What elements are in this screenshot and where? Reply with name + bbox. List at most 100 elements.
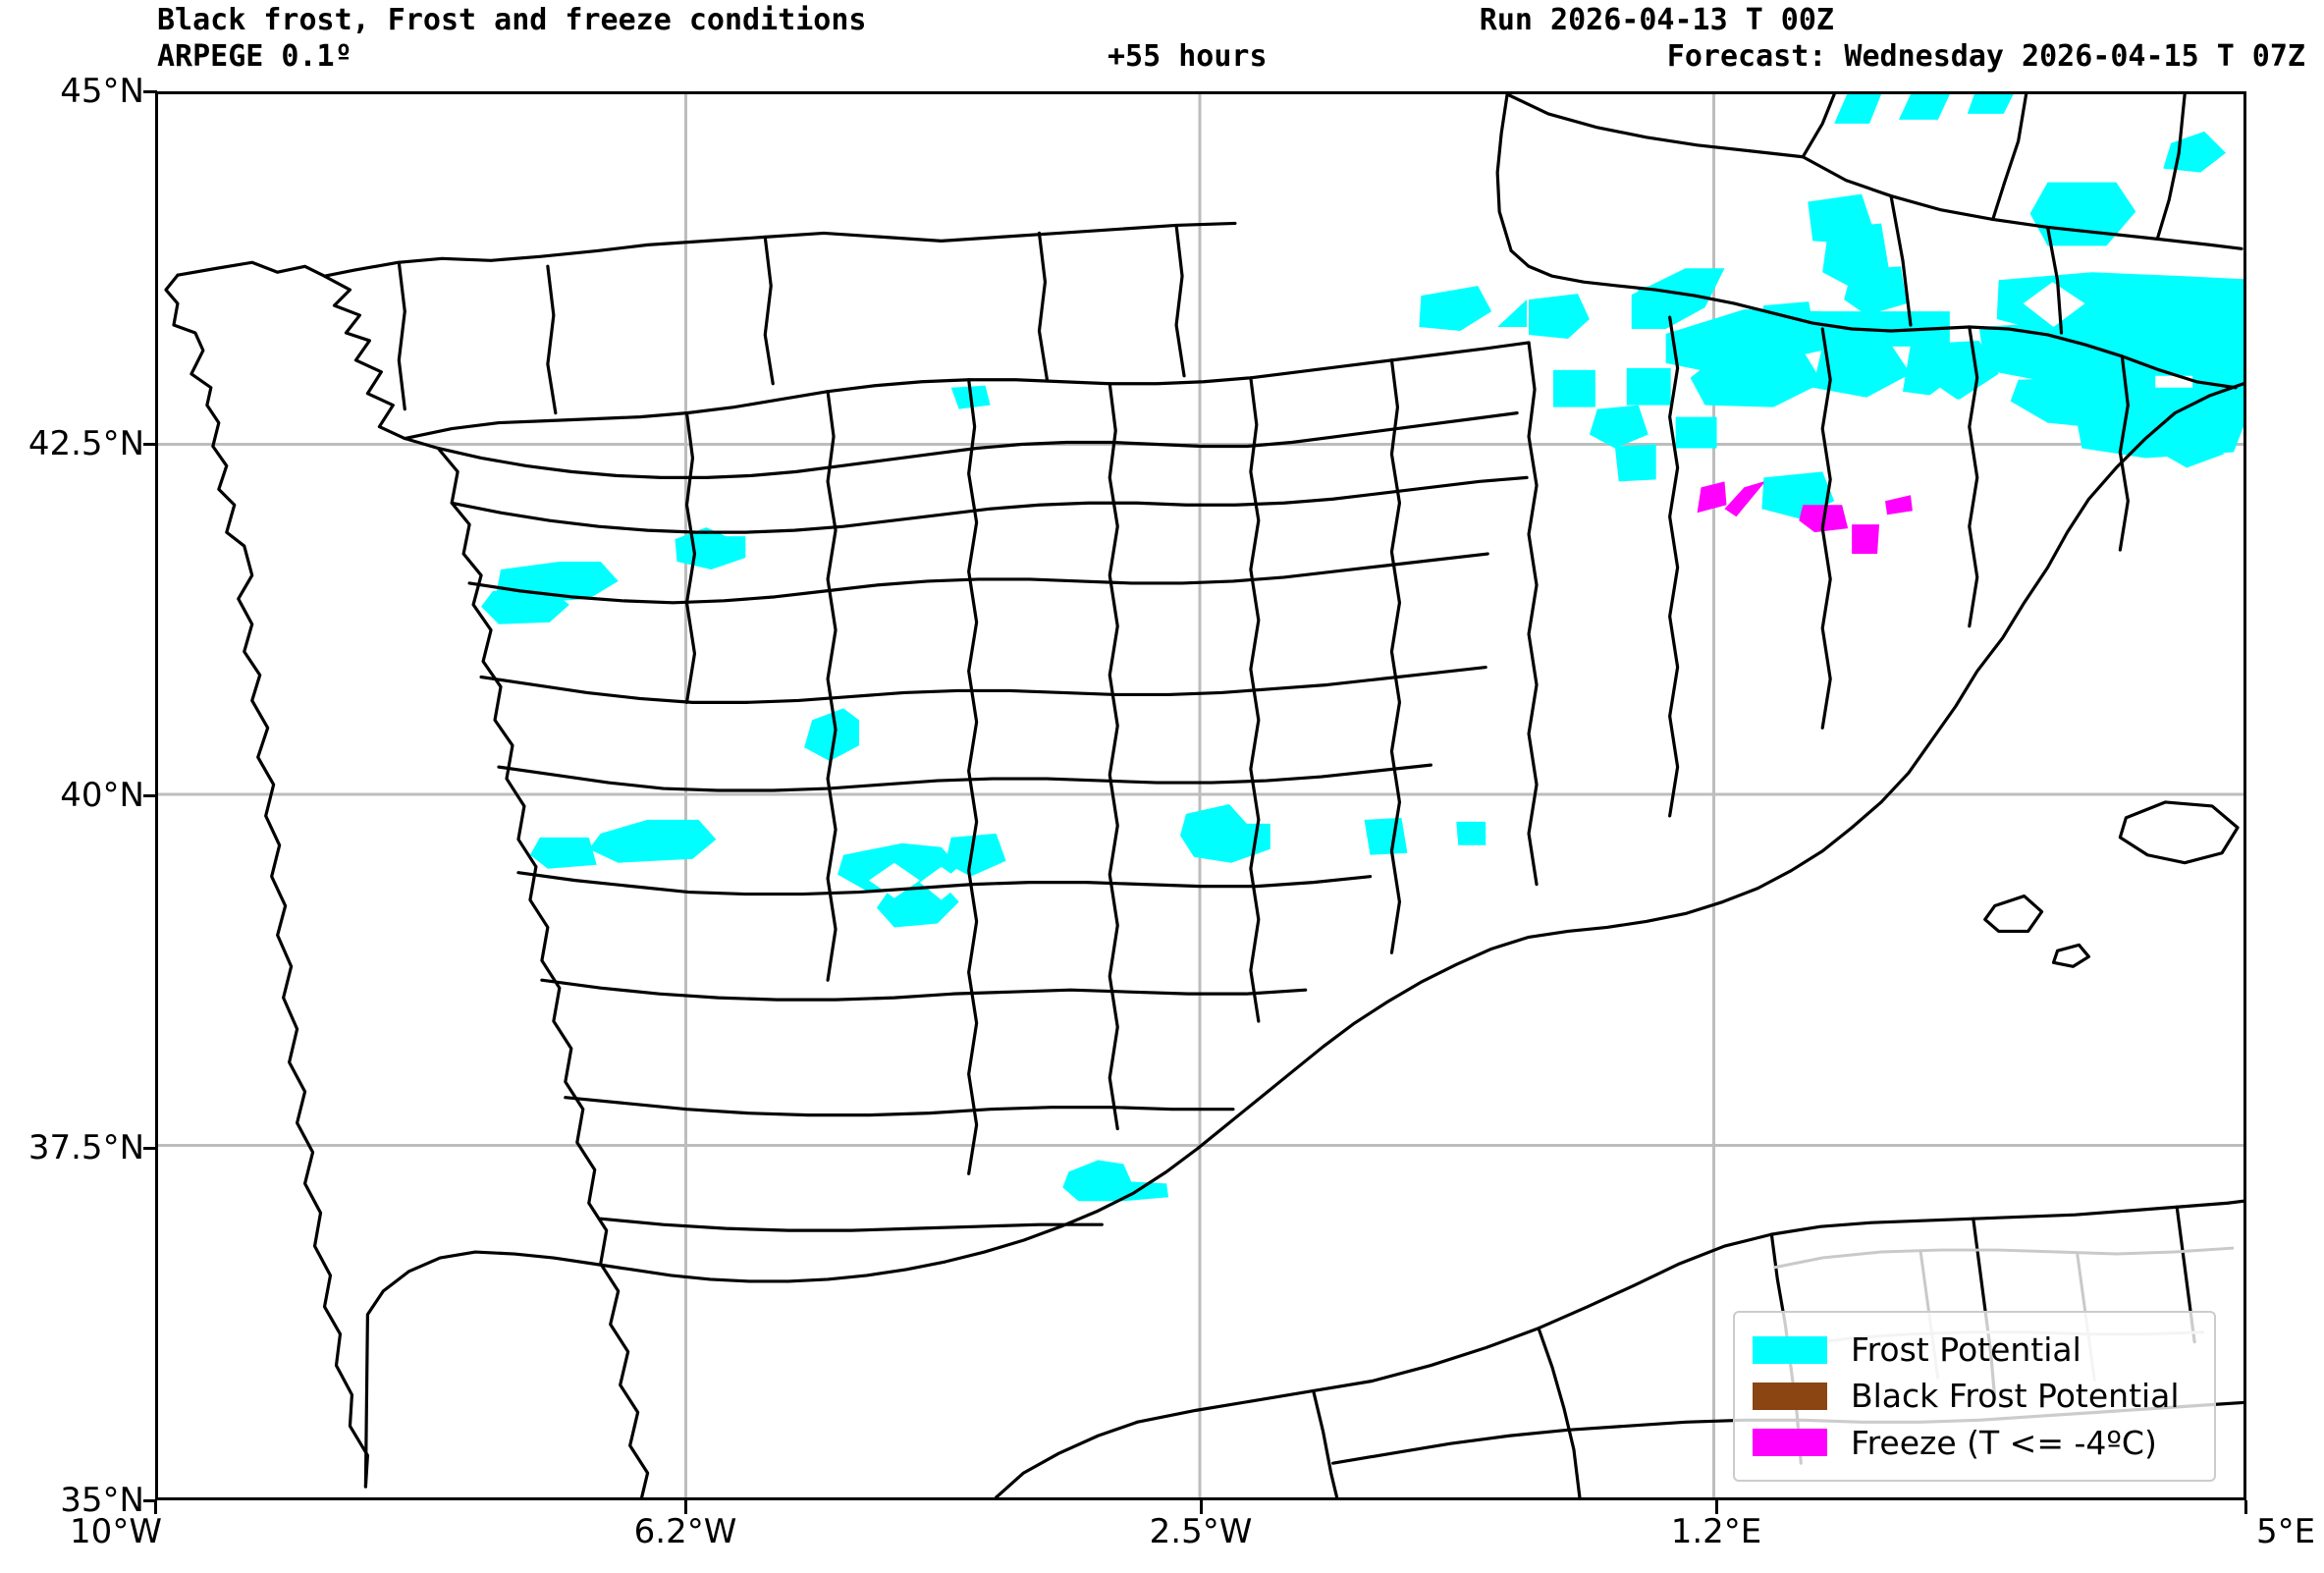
legend-label-frost-potential: Frost Potential	[1851, 1330, 2081, 1370]
border-france-admin-4	[1991, 94, 2028, 222]
frost-patch	[1675, 416, 1717, 449]
border-admin-e	[497, 763, 1432, 792]
border-admin-v15	[1037, 231, 1050, 382]
border-france-admin-5	[2155, 94, 2187, 241]
coast-north-africa	[1135, 1199, 2243, 1424]
x-axis-tick-label-2p5w: 2.5°W	[1149, 1512, 1253, 1551]
coast-portugal-atlantic	[164, 273, 369, 1489]
border-admin-f	[516, 871, 1373, 896]
border-admin-v2	[826, 390, 838, 982]
page-title: Black frost, Frost and freeze conditions	[157, 3, 867, 37]
legend-swatch-frost-potential	[1753, 1335, 1827, 1364]
frost-potential-overlay	[481, 94, 2243, 1202]
border-admin-v13	[397, 260, 406, 411]
border-admin-v9	[1820, 327, 1832, 730]
frost-patch	[1834, 94, 1882, 124]
island-ibiza	[1983, 894, 2044, 934]
island-mallorca	[2118, 800, 2240, 865]
y-tick-40n	[143, 794, 157, 797]
coast-galicia-rias	[322, 274, 406, 441]
y-tick-35n	[143, 1499, 157, 1502]
frost-patch	[1552, 369, 1595, 407]
lead-time-label: +55 hours	[1108, 39, 1268, 74]
border-admin-c	[467, 552, 1489, 605]
frost-patch	[1589, 405, 1648, 449]
legend-item-frost-potential[interactable]: Frost Potential	[1753, 1330, 2196, 1369]
y-axis-tick-label-35n: 35°N	[60, 1481, 144, 1520]
border-france-admin-3	[1801, 155, 2243, 250]
frost-patch	[945, 833, 1006, 877]
border-admin-v8	[1668, 315, 1680, 818]
y-tick-37p5n	[143, 1147, 157, 1150]
border-admin-v7	[1527, 341, 1539, 887]
y-tick-42p5n	[143, 443, 157, 446]
border-admin-b	[450, 475, 1529, 534]
frost-patch	[1529, 294, 1590, 339]
border-france-admin-6	[1889, 193, 1913, 327]
frost-patch	[529, 837, 597, 869]
border-france-admin-1	[1505, 94, 1805, 159]
frost-patch	[1419, 286, 1492, 331]
x-tick-5e	[2244, 1500, 2247, 1514]
border-admin-g	[540, 978, 1308, 1002]
legend-item-black-frost-potential[interactable]: Black Frost Potential	[1753, 1377, 2196, 1415]
frost-patch	[588, 819, 717, 863]
y-axis-tick-label-45n: 45°N	[60, 72, 144, 111]
border-admin-v6	[1389, 358, 1402, 954]
border-admin-a	[436, 411, 1519, 479]
frost-patch	[1614, 444, 1656, 482]
x-axis-tick-label-1p2e: 1.2°E	[1670, 1512, 1762, 1551]
map-header: Black frost, Frost and freeze conditions…	[0, 0, 2324, 90]
freeze-patch	[1697, 481, 1727, 514]
border-admin-v4	[1108, 382, 1119, 1131]
graticule-gridlines	[158, 94, 2243, 1497]
x-tick-6p2w	[684, 1500, 687, 1514]
run-timestamp-label: Run 2026-04-13 T 00Z	[1479, 3, 1834, 37]
border-france-admin-7	[2045, 225, 2064, 335]
frost-patch	[1712, 352, 1764, 394]
y-axis-tick-label-42p5n: 42.5°N	[27, 424, 144, 463]
border-admin-v5	[1249, 376, 1261, 1023]
frost-patch	[2029, 182, 2136, 246]
forecast-valid-label: Forecast: Wednesday 2026-04-15 T 07Z	[1666, 39, 2305, 74]
x-axis-tick-label-10w: 10°W	[70, 1512, 162, 1551]
y-tick-45n	[143, 90, 157, 93]
border-admin-v10	[1968, 325, 1979, 628]
freeze-patch	[1852, 524, 1880, 555]
frost-patch	[1634, 280, 1705, 322]
frost-patch	[1626, 367, 1671, 406]
legend-item-freeze[interactable]: Freeze (T <= -4ºC)	[1753, 1424, 2196, 1462]
frost-patch	[804, 708, 859, 762]
coast-cantabrian	[176, 221, 1237, 278]
model-label: ARPEGE 0.1º	[157, 39, 352, 74]
island-formentera	[2051, 943, 2091, 968]
border-maghreb-2	[1537, 1327, 1582, 1497]
frost-gap	[1910, 387, 1972, 433]
frost-patch	[1364, 817, 1408, 855]
coast-mediterranean-south	[363, 382, 2243, 1489]
border-admin-v1	[684, 411, 697, 704]
frost-patch	[481, 588, 569, 624]
frost-patch	[1062, 1160, 1169, 1202]
border-maghreb-1	[1312, 1388, 1339, 1497]
frost-patch	[1812, 344, 1911, 398]
frost-patch	[1898, 94, 1950, 120]
legend-swatch-freeze	[1753, 1429, 1827, 1457]
border-france-admin-2	[1801, 94, 1836, 159]
coast-morocco-atlantic	[994, 1420, 1139, 1497]
border-faint-1	[1773, 1246, 2235, 1270]
border-admin-h	[564, 1096, 1235, 1117]
frost-gap	[919, 866, 963, 900]
legend-label-freeze: Freeze (T <= -4ºC)	[1851, 1423, 2157, 1462]
map-canvas	[158, 94, 2243, 1497]
border-pyrenees	[1509, 248, 2238, 390]
border-admin-v3	[967, 378, 979, 1175]
x-axis-tick-label-5e: 5°E	[2255, 1512, 2316, 1551]
map-plot-area[interactable]: Frost Potential Black Frost Potential Fr…	[155, 91, 2246, 1500]
x-tick-10w	[154, 1500, 157, 1514]
frost-gap	[1763, 399, 1821, 441]
border-admin-v12	[546, 264, 558, 415]
frost-patch	[1180, 803, 1270, 863]
frost-patch	[1967, 94, 2014, 114]
border-portugal-spain	[403, 436, 650, 1497]
